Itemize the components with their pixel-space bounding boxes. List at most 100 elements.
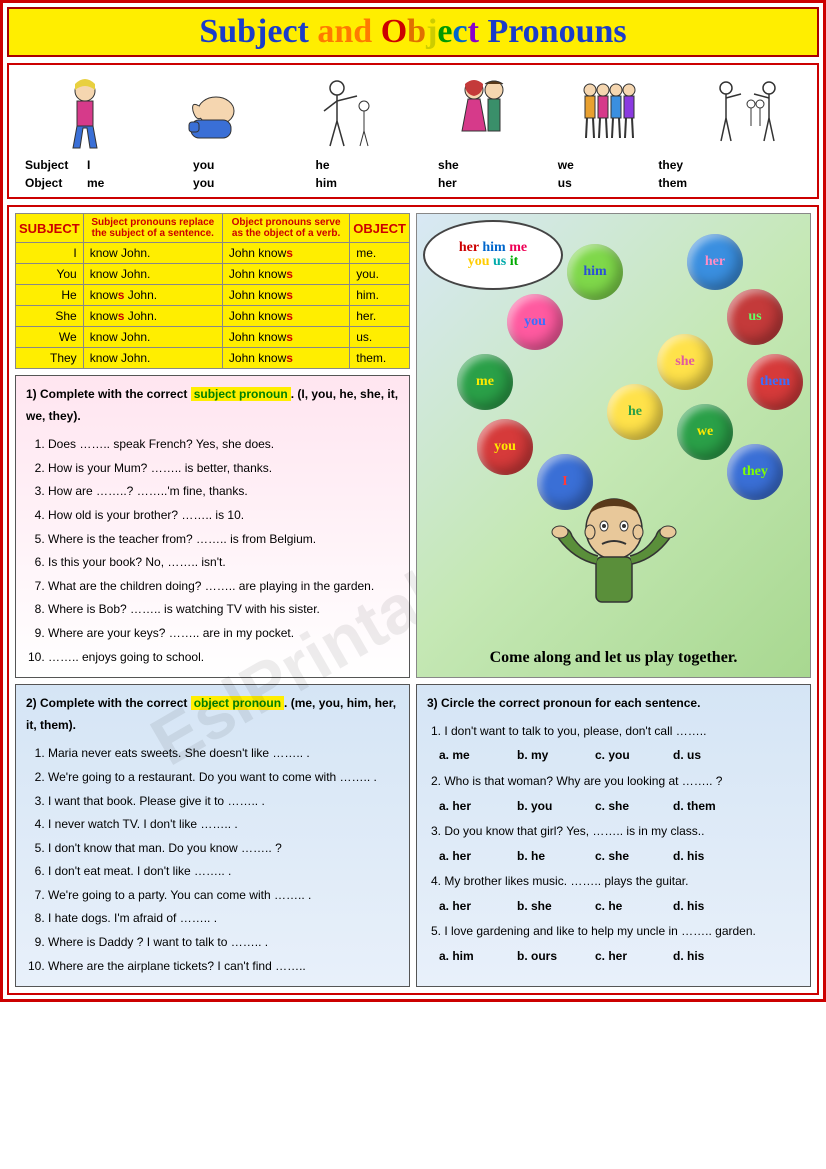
pronoun-cell: they (654, 157, 805, 173)
option-c: c. she (595, 846, 655, 868)
exercise-item: I don't eat meat. I don't like …….. . (48, 860, 399, 884)
pronoun-cell: he (312, 157, 432, 173)
option-c: c. her (595, 946, 655, 968)
pronoun-cell: us (554, 175, 653, 191)
exercise-item: Is this your book? No, …….. isn't. (48, 551, 399, 575)
pronoun-ball: them (747, 354, 803, 410)
pronoun-illustration-he (282, 76, 413, 151)
option-c: c. you (595, 745, 655, 767)
pronoun-illustration-I (19, 76, 150, 151)
pronoun-cell: we (554, 157, 653, 173)
exercise-item: Where are your keys? …….. are in my pock… (48, 622, 399, 646)
pronoun-ball: you (477, 419, 533, 475)
pronoun-illustration-they (676, 76, 807, 151)
pronoun-ball: they (727, 444, 783, 500)
pronoun-row-label: Subject (21, 157, 81, 173)
exercise-2-title: 2) Complete with the correct object pron… (26, 693, 399, 736)
grammar-cell: them. (350, 348, 410, 369)
option-c: c. he (595, 896, 655, 918)
exercise-item: How is your Mum? …….. is better, thanks. (48, 457, 399, 481)
grammar-cell: He (16, 285, 84, 306)
pronoun-cell: her (434, 175, 552, 191)
grammar-cell: know John. (83, 327, 222, 348)
title-bar: Subject and Object Pronouns (7, 7, 819, 57)
exercise-item: Where is Bob? …….. is watching TV with h… (48, 598, 399, 622)
exercise-item: I want that book. Please give it to ……..… (48, 790, 399, 814)
option-b: b. my (517, 745, 577, 767)
option-c: c. she (595, 796, 655, 818)
grammar-cell: John knows (222, 243, 349, 264)
pronoun-ball: me (457, 354, 513, 410)
grammar-cell: John knows (222, 327, 349, 348)
grammar-cell: knows John. (83, 285, 222, 306)
option-d: d. his (673, 946, 733, 968)
pronoun-ball: you (507, 294, 563, 350)
option-a: a. her (439, 846, 499, 868)
exercise-item: Where is the teacher from? …….. is from … (48, 528, 399, 552)
grammar-cell: John knows (222, 264, 349, 285)
pronoun-illustration-row: SubjectIyouheshewetheyObjectmeyouhimheru… (7, 63, 819, 199)
grammar-cell: She (16, 306, 84, 327)
exercise-3-options: a. her b. she c. he d. his (427, 896, 800, 918)
grammar-cell: know John. (83, 348, 222, 369)
exercise-item: Where are the airplane tickets? I can't … (48, 955, 399, 979)
grammar-cell: I (16, 243, 84, 264)
exercise-item: Does …….. speak French? Yes, she does. (48, 433, 399, 457)
option-d: d. his (673, 896, 733, 918)
pronoun-cell: me (83, 175, 187, 191)
option-b: b. you (517, 796, 577, 818)
pronoun-ball: we (677, 404, 733, 460)
pronoun-illustration-you (150, 76, 281, 151)
pronoun-cell: you (189, 157, 309, 173)
option-d: d. us (673, 745, 733, 767)
grammar-cell: me. (350, 243, 410, 264)
exercise-item: How are ……..? ……..'m fine, thanks. (48, 480, 399, 504)
grammar-cell: John knows (222, 348, 349, 369)
exercise-3-question: 2. Who is that woman? Why are you lookin… (427, 771, 800, 793)
pronoun-row-label: Object (21, 175, 81, 191)
exercise-3-question: 4. My brother likes music. …….. plays th… (427, 871, 800, 893)
juggler-caption: Come along and let us play together. (490, 649, 738, 667)
option-d: d. them (673, 796, 733, 818)
grammar-cell: John knows (222, 285, 349, 306)
option-a: a. him (439, 946, 499, 968)
exercise-item: Maria never eats sweets. She doesn't lik… (48, 742, 399, 766)
grammar-cell: you. (350, 264, 410, 285)
grammar-cell: You (16, 264, 84, 285)
option-b: b. she (517, 896, 577, 918)
exercise-1-title: 1) Complete with the correct subject pro… (26, 384, 399, 427)
grammar-cell: We (16, 327, 84, 348)
grammar-cell: him. (350, 285, 410, 306)
title-word: Pronouns (487, 13, 626, 50)
grammar-cell: know John. (83, 243, 222, 264)
exercise-item: I don't know that man. Do you know …….. … (48, 837, 399, 861)
pronoun-ball: I (537, 454, 593, 510)
exercise-3-question: 5. I love gardening and like to help my … (427, 921, 800, 943)
exercise-3-title: 3) Circle the correct pronoun for each s… (427, 693, 800, 715)
exercise-item: What are the children doing? …….. are pl… (48, 575, 399, 599)
grammar-cell: her. (350, 306, 410, 327)
title-word: and (317, 13, 372, 50)
pronoun-cell: she (434, 157, 552, 173)
pronoun-ball: him (567, 244, 623, 300)
title-word: Subject (199, 13, 309, 50)
option-a: a. her (439, 896, 499, 918)
exercise-3-question: 3. Do you know that girl? Yes, …….. is i… (427, 821, 800, 843)
option-a: a. me (439, 745, 499, 767)
grammar-header: SUBJECT (16, 214, 84, 243)
pronoun-ball: us (727, 289, 783, 345)
option-b: b. ours (517, 946, 577, 968)
exercise-item: …….. enjoys going to school. (48, 646, 399, 670)
pronoun-ball: she (657, 334, 713, 390)
juggler-illustration: her him me you us it himheryouusmeshethe… (416, 213, 811, 678)
grammar-cell: John knows (222, 306, 349, 327)
grammar-cell: knows John. (83, 306, 222, 327)
pronoun-illustration-we (544, 76, 675, 151)
exercise-item: We're going to a party. You can come wit… (48, 884, 399, 908)
option-a: a. her (439, 796, 499, 818)
grammar-header: Subject pronouns replace the subject of … (83, 214, 222, 243)
pronoun-ball: her (687, 234, 743, 290)
exercise-3: 3) Circle the correct pronoun for each s… (416, 684, 811, 987)
grammar-table-box: SUBJECTSubject pronouns replace the subj… (15, 213, 410, 369)
pronoun-illustration-she (413, 76, 544, 151)
